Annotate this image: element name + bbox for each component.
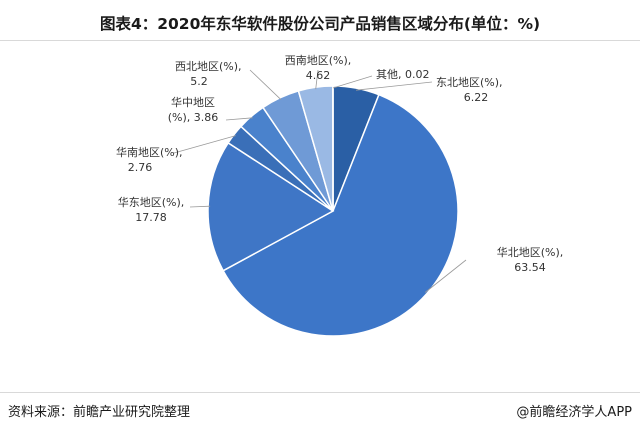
- leader-line: [315, 69, 319, 90]
- source-note: 资料来源：前瞻产业研究院整理: [8, 405, 191, 420]
- title-divider: [0, 40, 640, 41]
- slice-label: 东北地区(%),: [436, 76, 503, 89]
- slice-label: 西南地区(%),: [285, 54, 352, 67]
- credit-note: @前瞻经济学人APP: [516, 405, 632, 420]
- slice-label: 华北地区(%),: [497, 245, 564, 259]
- leader-line: [189, 205, 211, 208]
- slice-label: 其他, 0.02: [376, 68, 430, 81]
- leader-line: [355, 81, 433, 91]
- slice-label: 华中地区: [171, 95, 215, 109]
- slice-label: 西北地区(%),: [175, 60, 242, 73]
- slice-value-label: 5.2: [190, 75, 208, 88]
- leader-line: [332, 75, 373, 89]
- slice-label: 华东地区(%),: [118, 195, 185, 209]
- footer-divider: [0, 392, 640, 393]
- slice-value-label: 17.78: [135, 211, 167, 224]
- slice-value-label: 63.54: [514, 261, 546, 274]
- slice-value-label: 4.62: [306, 69, 331, 82]
- chart-title: 图表4：2020年东华软件股份公司产品销售区域分布(单位：%): [99, 15, 541, 33]
- pie-slice: [222, 93, 459, 337]
- leader-line: [173, 135, 236, 154]
- slice-value-label: 2.76: [128, 161, 153, 174]
- slice-label: 华南地区(%),: [116, 145, 183, 159]
- leader-line: [249, 69, 282, 100]
- slice-value-label: (%), 3.86: [168, 111, 219, 124]
- leader-line: [225, 117, 253, 121]
- slice-value-label: 6.22: [464, 91, 489, 104]
- leader-line: [424, 259, 467, 293]
